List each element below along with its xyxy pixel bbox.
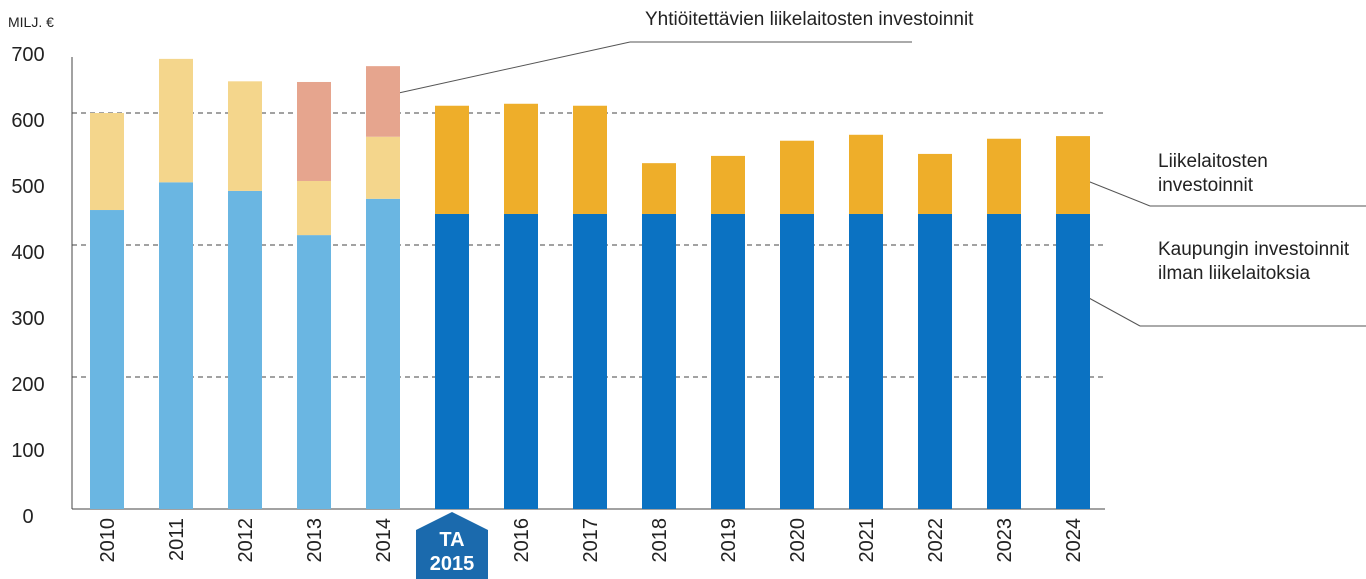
x-tick-label: 2011 bbox=[166, 518, 188, 561]
x-tick-label: 2020 bbox=[787, 518, 809, 563]
bar-segment bbox=[159, 182, 193, 510]
bar-segment bbox=[228, 81, 262, 191]
bar-segment bbox=[90, 113, 124, 211]
bar-segment bbox=[297, 180, 331, 236]
bar-segment bbox=[780, 213, 814, 510]
x-tick-label: 2010 bbox=[97, 518, 119, 563]
x-tick-label: 2022 bbox=[925, 518, 947, 563]
bar-segment bbox=[297, 81, 331, 181]
bar-segment bbox=[297, 235, 331, 509]
x-tick-label-part: 2015 bbox=[430, 553, 475, 575]
bar-segment bbox=[849, 213, 883, 510]
bar-segment bbox=[711, 155, 745, 214]
y-tick-label: 0 bbox=[22, 506, 33, 528]
y-tick-label: 400 bbox=[11, 242, 44, 264]
bar-segment bbox=[918, 153, 952, 214]
bar-segment bbox=[366, 198, 400, 510]
bar-segment bbox=[435, 105, 469, 214]
leader-line bbox=[384, 41, 631, 97]
y-tick-label: 200 bbox=[11, 374, 44, 396]
y-tick-label: 600 bbox=[11, 110, 44, 132]
bar-segment bbox=[573, 213, 607, 510]
series-label: Yhtiöitettävien liikelaitosten investoin… bbox=[645, 9, 974, 30]
bar-segment bbox=[504, 213, 538, 510]
x-tick-label: 2024 bbox=[1063, 518, 1085, 563]
x-tick-label: 2019 bbox=[718, 518, 740, 563]
bar-segment bbox=[366, 66, 400, 137]
bar-segment bbox=[1056, 136, 1090, 214]
bar-segment bbox=[987, 213, 1021, 510]
x-tick-label: 2017 bbox=[580, 518, 602, 563]
x-tick-label: 2021 bbox=[856, 518, 878, 563]
bar-segment bbox=[90, 210, 124, 509]
x-tick-label: 2018 bbox=[649, 518, 671, 563]
bar-segment bbox=[642, 213, 676, 510]
y-tick-label: 500 bbox=[11, 176, 44, 198]
bar-segment bbox=[849, 134, 883, 214]
y-tick-label: 300 bbox=[11, 308, 44, 330]
x-tick-label: 2013 bbox=[304, 518, 326, 563]
y-unit: MILJ. € bbox=[8, 14, 54, 30]
bar-segment bbox=[918, 213, 952, 510]
series-label: Liikelaitosten investoinnit bbox=[1158, 151, 1268, 196]
bar-segment bbox=[642, 163, 676, 214]
bar-segment bbox=[366, 136, 400, 199]
series-label: Kaupungin investoinnit ilman liikelaitok… bbox=[1158, 239, 1350, 284]
x-tick-label-part: TA bbox=[439, 529, 464, 551]
bar-segment bbox=[159, 58, 193, 183]
x-tick-label: TA 2015 bbox=[430, 529, 475, 575]
bar-segment bbox=[573, 105, 607, 214]
x-tick-label: 2012 bbox=[235, 518, 257, 563]
bar-segment bbox=[228, 190, 262, 509]
bar-segment bbox=[987, 138, 1021, 214]
x-tick-label: 2014 bbox=[373, 518, 395, 563]
bar-segment bbox=[435, 213, 469, 510]
bar-segment bbox=[711, 213, 745, 510]
current-year-badge bbox=[416, 512, 488, 579]
bar-segment bbox=[504, 103, 538, 214]
x-tick-label: 2016 bbox=[511, 518, 533, 563]
y-tick-label: 700 bbox=[11, 44, 44, 66]
y-tick-label: 100 bbox=[11, 440, 44, 462]
bar-segment bbox=[1056, 213, 1090, 510]
x-tick-label: 2023 bbox=[994, 518, 1016, 563]
bar-segment bbox=[780, 140, 814, 214]
leader-line bbox=[1084, 179, 1151, 207]
